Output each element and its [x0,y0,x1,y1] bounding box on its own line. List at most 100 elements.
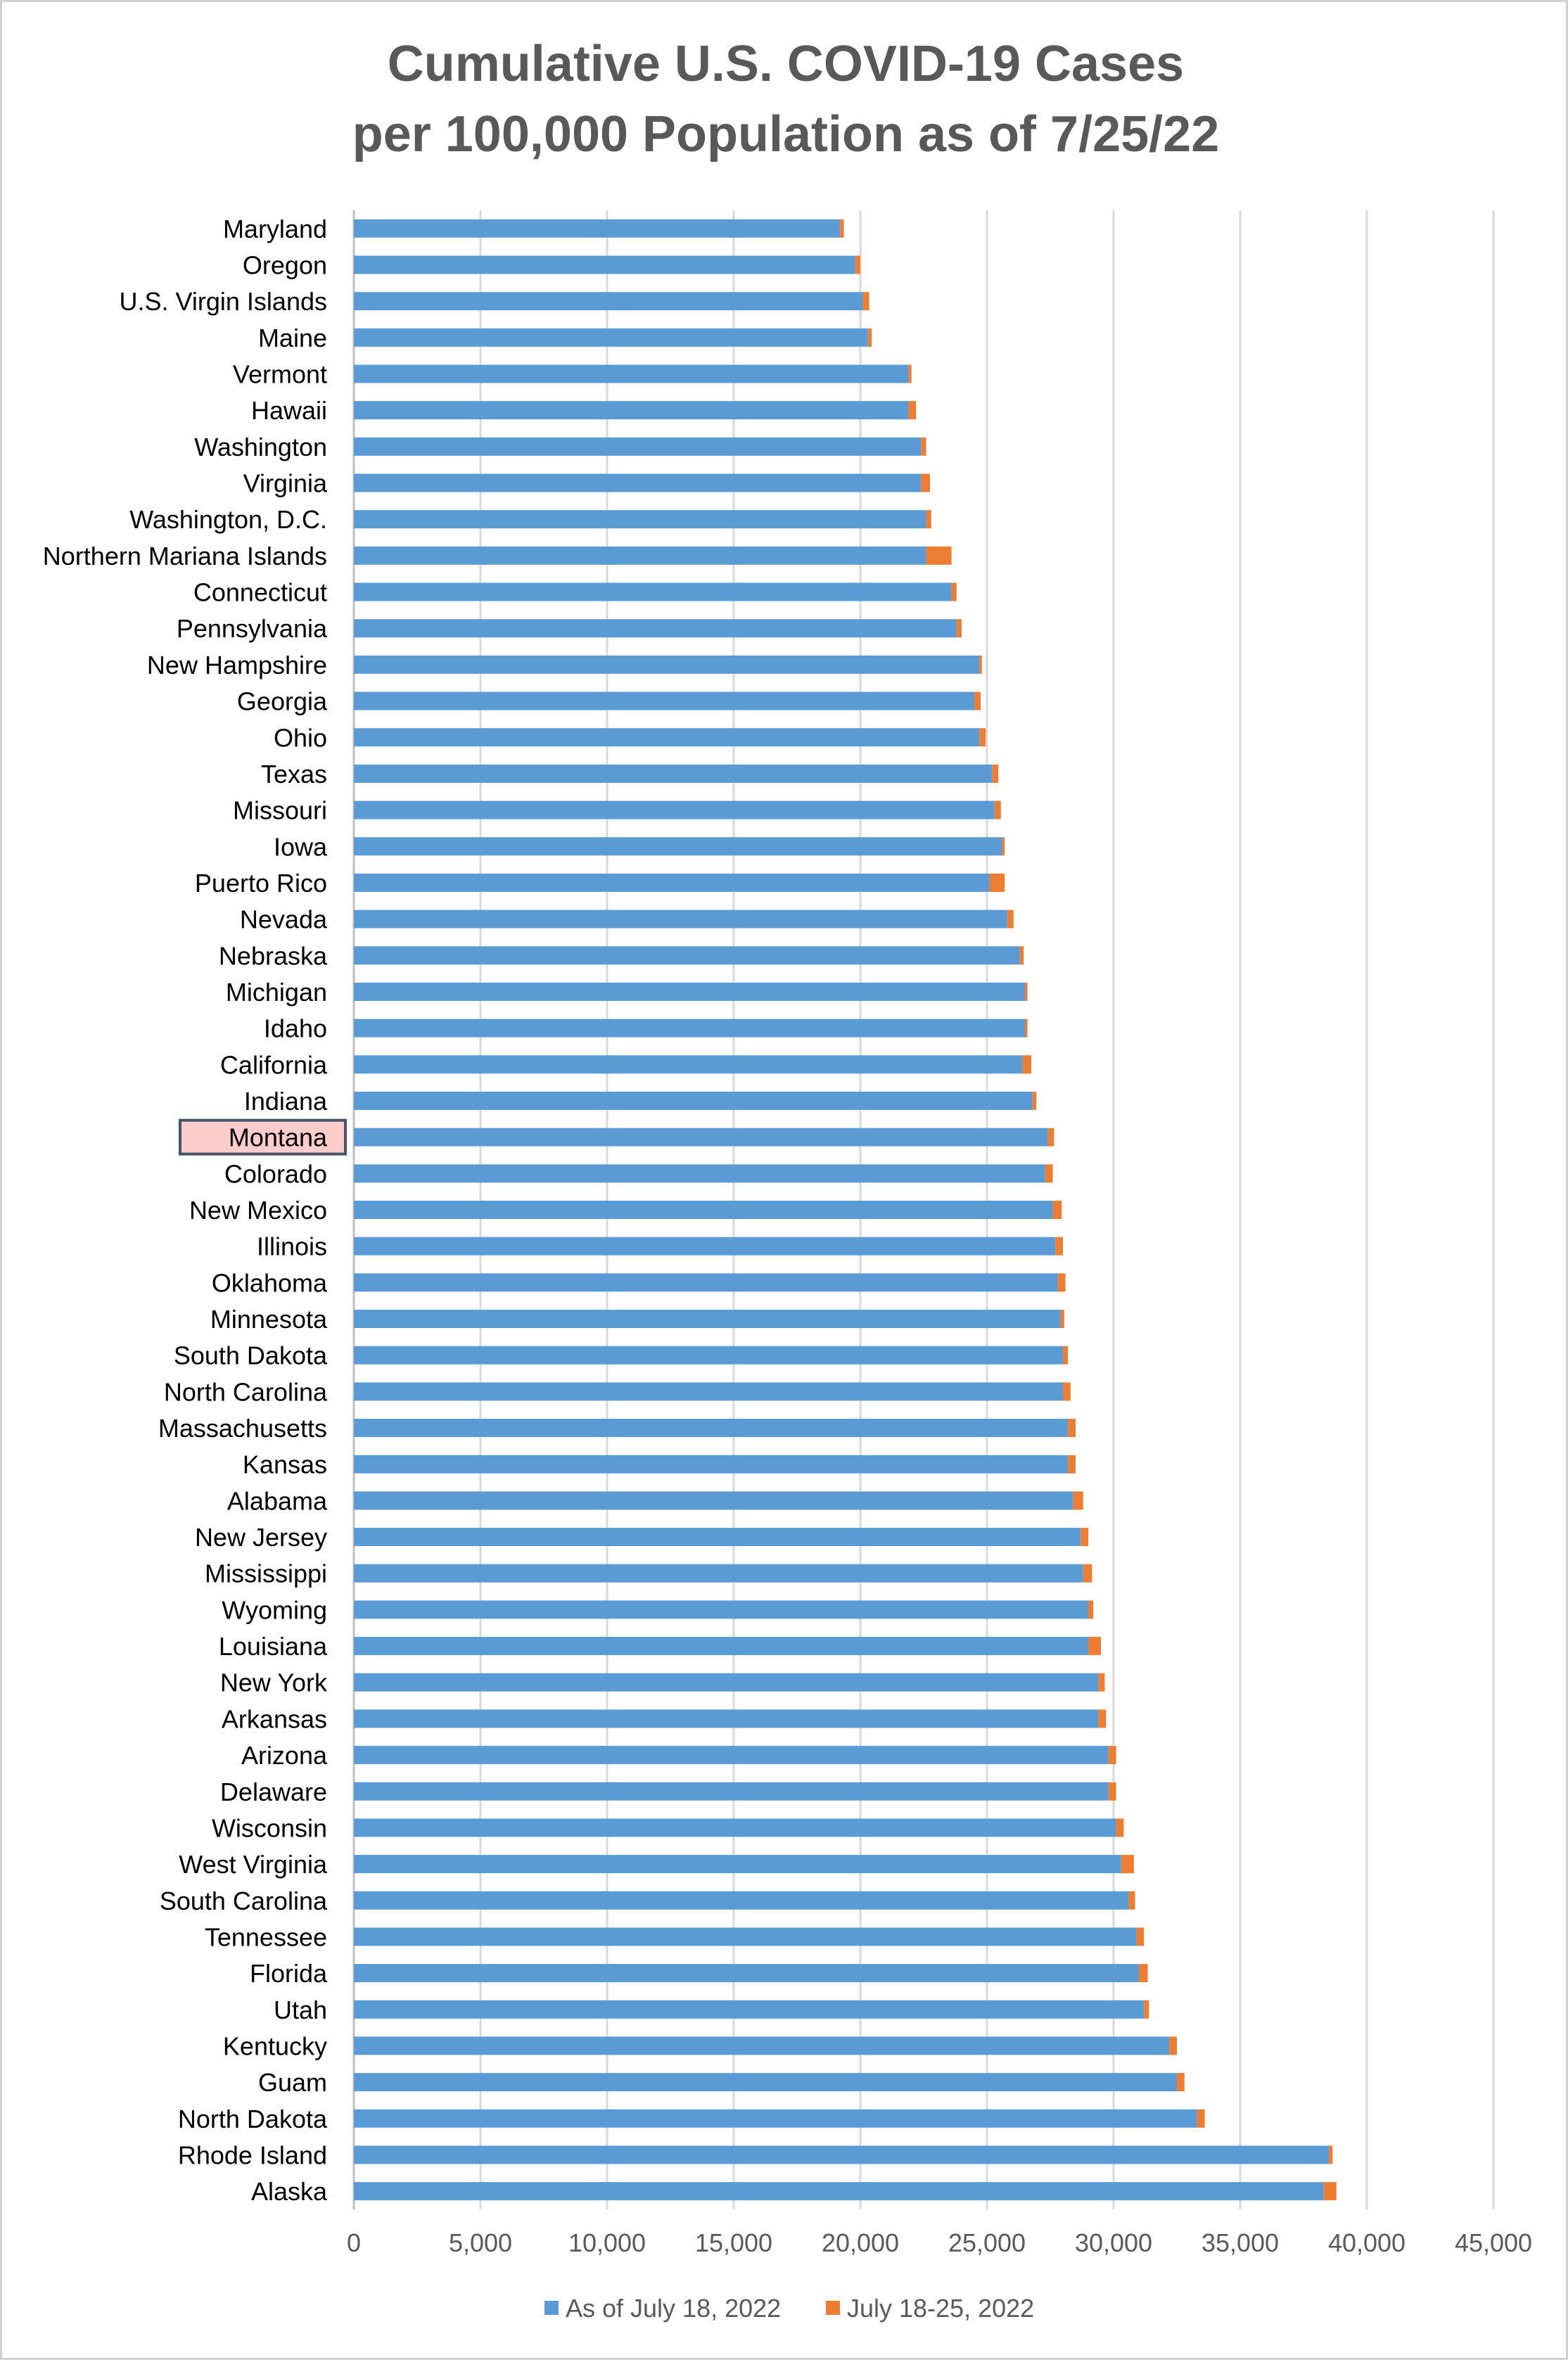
bar-vermont-series-2 [908,364,912,383]
bar-new-mexico-series-2 [1052,1201,1062,1219]
category-label-utah: Utah [274,1996,327,2024]
bar-utah-series-2 [1144,2000,1149,2019]
category-label-wyoming: Wyoming [222,1595,327,1624]
bar-michigan-series-1 [354,982,1025,1001]
bar-pennsylvania-series-1 [354,619,957,638]
category-label-massachusetts: Massachusetts [158,1414,327,1443]
bar-delaware-series-1 [354,1782,1109,1801]
bar-wyoming-series-1 [354,1600,1088,1619]
bar-california-series-2 [1022,1055,1031,1074]
bar-puerto-rico-series-1 [354,873,990,892]
bar-maryland-series-2 [840,219,844,238]
category-label-washington: Washington [194,433,327,461]
bar-u-s-virgin-islands-series-2 [862,292,869,311]
bar-illinois-series-2 [1055,1237,1063,1256]
category-label-ohio: Ohio [274,723,327,752]
bar-pennsylvania-series-2 [956,619,962,638]
bar-georgia-series-2 [974,691,981,710]
bar-texas-series-2 [992,764,999,783]
bar-montana-series-1 [354,1128,1048,1147]
chart-title-line-1: Cumulative U.S. COVID-19 Cases [388,36,1184,92]
category-label-arkansas: Arkansas [222,1704,327,1733]
bar-utah-series-1 [354,2000,1145,2019]
bar-oregon-series-2 [855,255,860,274]
bar-kentucky-series-2 [1169,2036,1177,2055]
bar-rhode-island-series-2 [1329,2145,1333,2164]
legend-label-july-18-25: July 18-25, 2022 [847,2294,1034,2323]
bar-connecticut-series-1 [354,582,952,601]
bar-south-carolina-series-1 [354,1891,1129,1910]
bar-washington-series-2 [921,437,926,456]
bars [354,219,1337,2201]
bar-arizona-series-2 [1108,1746,1116,1765]
legend: As of July 18, 2022 July 18-25, 2022 [544,2294,1034,2323]
bar-louisiana-series-2 [1088,1637,1101,1656]
bar-nebraska-series-2 [1019,946,1024,965]
bar-oklahoma-series-2 [1057,1273,1066,1292]
category-label-kansas: Kansas [243,1450,327,1479]
bar-missouri-series-2 [994,800,1001,819]
bar-new-hampshire-series-1 [354,655,980,674]
category-label-puerto-rico: Puerto Rico [195,869,327,898]
category-label-kentucky: Kentucky [223,2031,327,2060]
bar-mississippi-series-1 [354,1564,1083,1583]
x-tick-label-15000: 15,000 [695,2228,772,2257]
bar-kansas-series-1 [354,1455,1069,1474]
category-label-illinois: Illinois [257,1232,327,1261]
category-labels: Maryland Oregon U.S. Virgin Islands Maine Ve… [43,215,328,2206]
bar-north-carolina-series-1 [354,1382,1063,1401]
bar-connecticut-series-2 [951,582,957,601]
bar-north-dakota-series-1 [354,2109,1197,2128]
bar-minnesota-series-2 [1060,1310,1064,1329]
bar-wisconsin-series-1 [354,1818,1116,1837]
bar-minnesota-series-1 [354,1310,1061,1329]
legend-swatch-as-of-july-18 [544,2301,559,2315]
category-label-california: California [220,1050,328,1079]
bar-arkansas-series-1 [354,1709,1099,1728]
bar-vermont-series-1 [354,364,909,383]
bar-alaska-series-2 [1323,2182,1337,2201]
bar-iowa-series-1 [354,837,1002,856]
bar-indiana-series-1 [354,1091,1033,1110]
category-label-washington-d-c: Washington, D.C. [129,505,327,534]
bar-northern-mariana-islands-series-1 [354,546,926,565]
bar-u-s-virgin-islands-series-1 [354,292,863,311]
bar-montana-series-2 [1047,1128,1054,1147]
category-label-michigan: Michigan [226,978,327,1007]
bar-new-jersey-series-2 [1081,1528,1088,1547]
bar-oklahoma-series-1 [354,1273,1058,1292]
x-tick-label-20000: 20,000 [822,2228,899,2257]
bar-new-hampshire-series-2 [979,655,982,674]
bar-florida-series-1 [354,1964,1139,1983]
category-label-texas: Texas [261,760,327,789]
x-tick-label-25000: 25,000 [948,2228,1026,2257]
bar-washington-series-1 [354,437,922,456]
category-label-maryland: Maryland [223,215,327,243]
bar-nevada-series-2 [1007,909,1014,928]
category-label-florida: Florida [250,1959,328,1988]
bar-indiana-series-2 [1032,1091,1037,1110]
bar-north-carolina-series-2 [1063,1382,1071,1401]
bar-guam-series-1 [354,2073,1177,2092]
bar-west-virginia-series-2 [1121,1855,1134,1874]
highlight-box-montana [179,1118,347,1156]
bar-kansas-series-2 [1068,1455,1076,1474]
category-label-rhode-island: Rhode Island [178,2140,327,2169]
bar-massachusetts-series-2 [1068,1419,1076,1438]
category-label-alaska: Alaska [251,2177,328,2206]
bar-guam-series-2 [1177,2073,1185,2092]
bar-north-dakota-series-2 [1197,2109,1205,2128]
category-label-oregon: Oregon [243,251,327,280]
legend-label-as-of-july-18: As of July 18, 2022 [566,2294,781,2323]
category-label-indiana: Indiana [244,1087,328,1116]
category-label-west-virginia: West Virginia [179,1850,328,1879]
bar-louisiana-series-1 [354,1637,1088,1656]
bar-tennessee-series-2 [1136,1927,1145,1946]
category-label-south-carolina: South Carolina [160,1887,328,1915]
category-label-arizona: Arizona [241,1741,328,1770]
x-axis-tick-labels: 0 5,000 10,000 15,000 20,000 25,000 30,000 35,0… [347,2228,1532,2257]
legend-swatch-july-18-25 [826,2301,840,2315]
bar-virginia-series-2 [921,473,930,492]
